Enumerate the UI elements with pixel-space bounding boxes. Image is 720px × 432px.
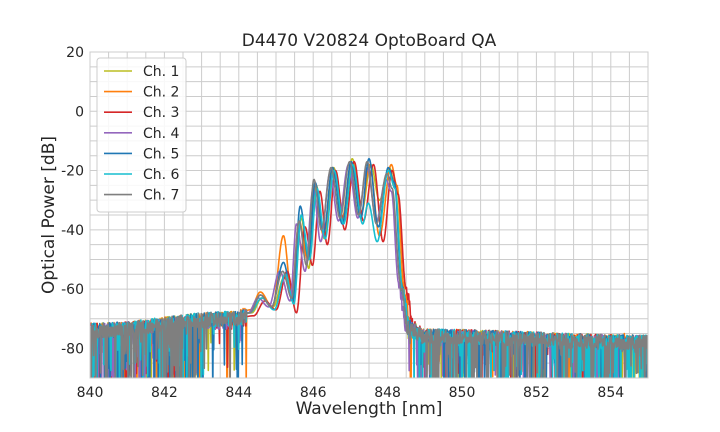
legend-label: Ch. 1	[143, 64, 179, 80]
y-tick-labels: 20 0 -20 -40 -60 -80	[61, 45, 84, 357]
y-axis-label: Optical Power [dB]	[39, 136, 59, 294]
plot-frame	[89, 51, 649, 379]
x-tick-label: 848	[374, 385, 401, 401]
legend-label: Ch. 3	[143, 105, 179, 121]
x-tick-labels: 840 842 844 846 848 850 852 854	[77, 385, 625, 401]
y-tick-label: -40	[61, 223, 84, 239]
legend: Ch. 1 Ch. 2 Ch. 3 Ch. 4 Ch. 5 Ch. 6 Ch. 7	[96, 57, 187, 213]
legend-label: Ch. 6	[143, 167, 180, 183]
x-tick-label: 854	[597, 385, 624, 401]
x-tick-label: 846	[300, 385, 327, 401]
legend-label: Ch. 5	[143, 146, 179, 162]
y-tick-label: -60	[61, 282, 84, 298]
chart-title: D4470 V20824 OptoBoard QA	[242, 31, 497, 51]
y-tick-label: -20	[61, 164, 84, 180]
legend-label: Ch. 2	[143, 85, 179, 101]
x-tick-label: 844	[225, 385, 252, 401]
y-tick-label: 0	[75, 104, 84, 120]
series-lines	[90, 157, 648, 378]
x-axis-label: Wavelength [nm]	[296, 399, 443, 419]
legend-label: Ch. 7	[143, 188, 179, 204]
legend-label: Ch. 4	[143, 126, 180, 142]
x-tick-label: 850	[449, 385, 476, 401]
y-tick-label: -80	[61, 341, 84, 357]
y-tick-label: 20	[66, 45, 84, 61]
x-tick-label: 842	[151, 385, 178, 401]
x-tick-label: 852	[523, 385, 550, 401]
series-line-7	[90, 160, 648, 378]
x-tick-label: 840	[77, 385, 104, 401]
